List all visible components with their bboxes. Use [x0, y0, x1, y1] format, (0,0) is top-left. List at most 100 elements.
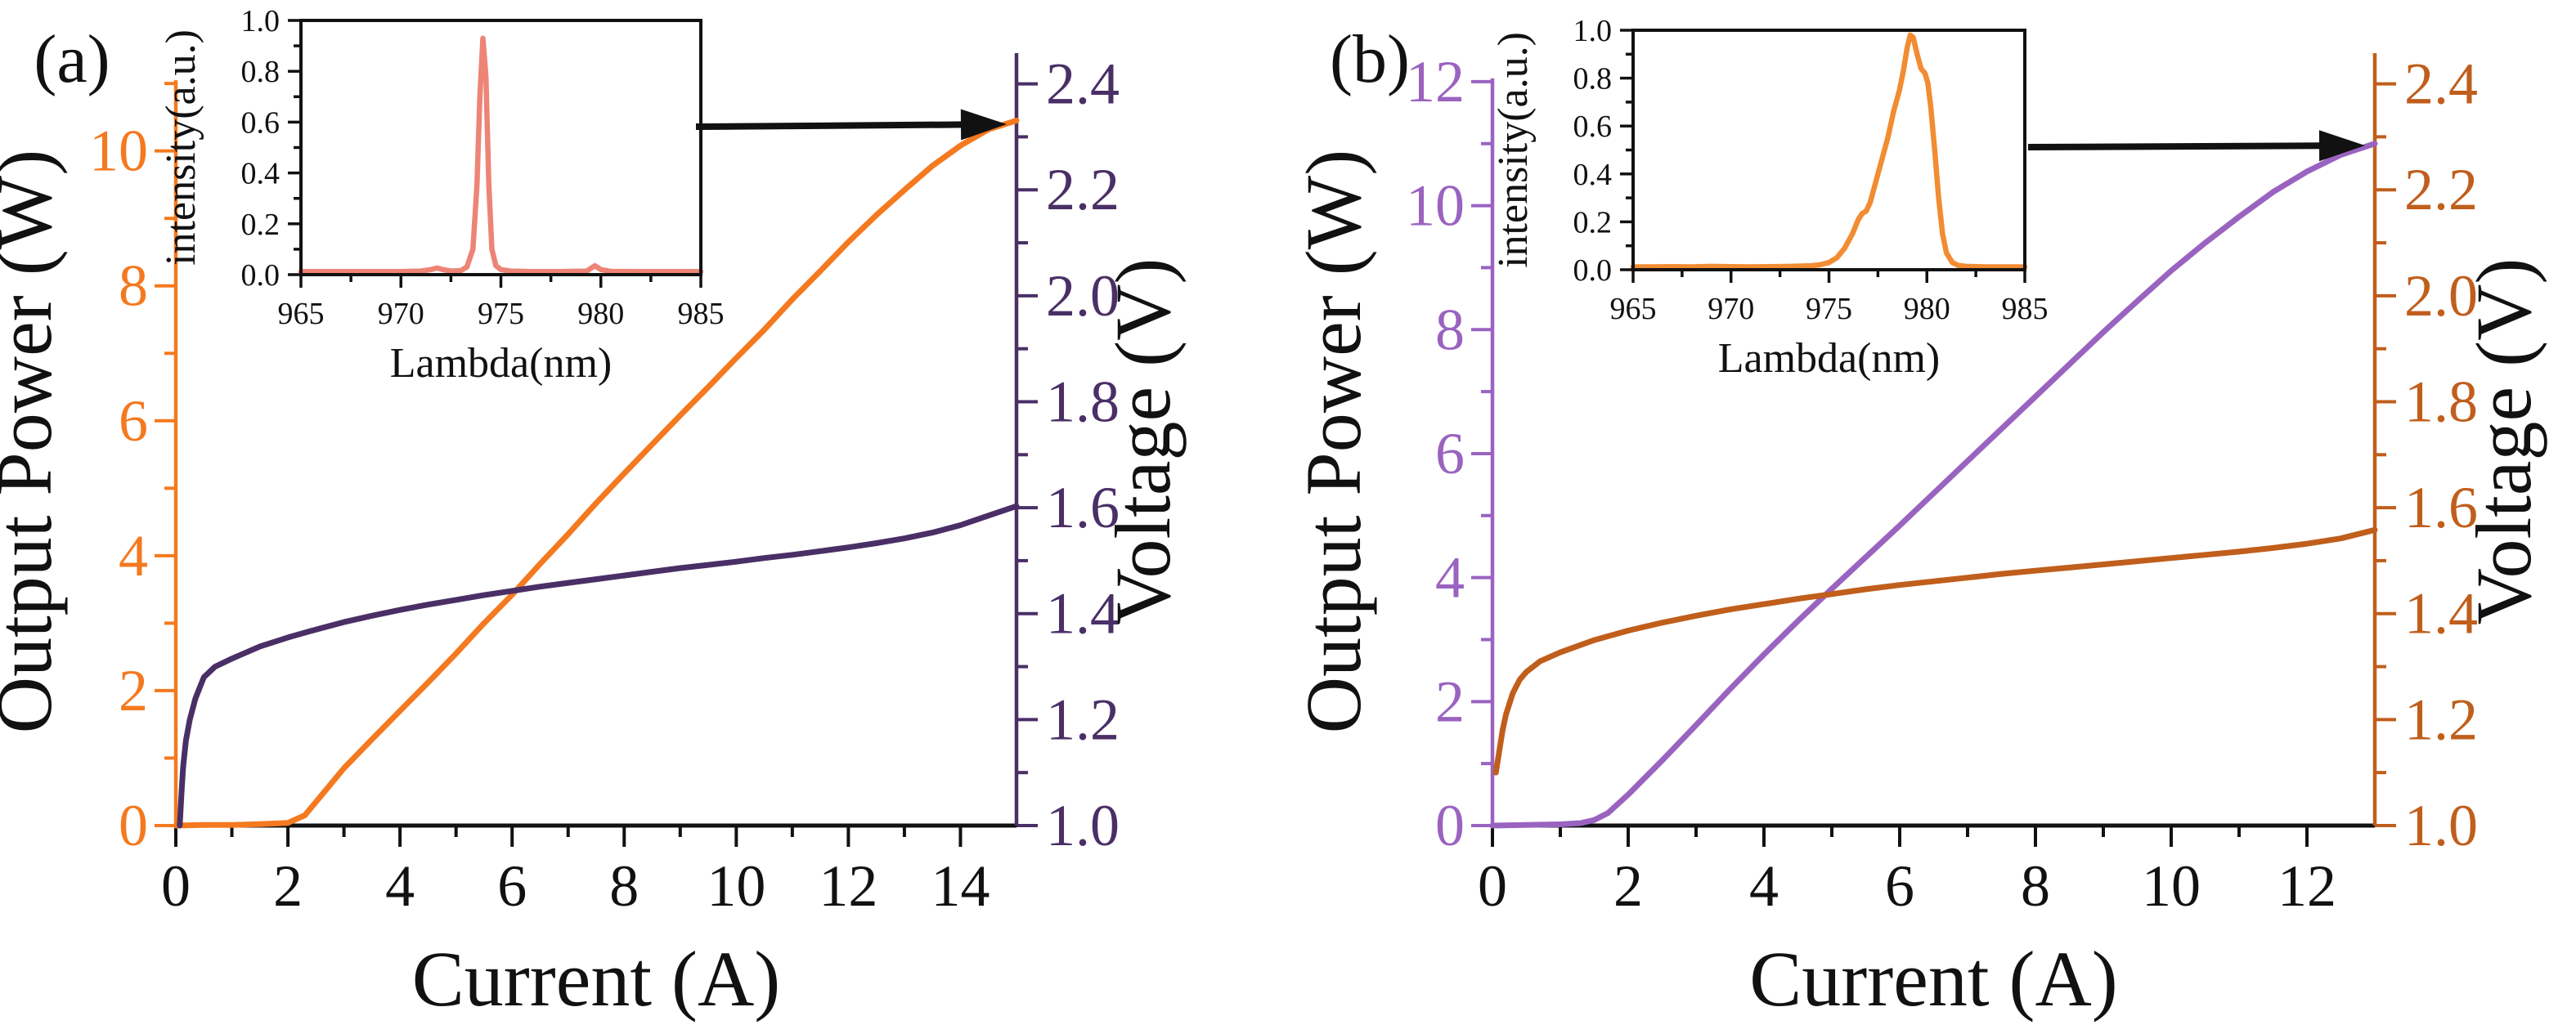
right-tick-label: 1.8 — [2404, 369, 2478, 434]
left-tick-label: 12 — [1406, 49, 1465, 114]
inset-x-tick-label: 965 — [278, 297, 325, 331]
inset-x-tick-label: 975 — [478, 297, 524, 331]
panel-b-chart: 0 2 4 6 8 10 12 0 2 4 6 8 10 12 1.0 1.2 1.4 1.6 1.8 2.0 2.2 2… — [1290, 14, 2547, 1023]
output-power-curve — [173, 118, 1020, 829]
annotation-arrow-head — [2318, 130, 2365, 162]
right-tick-label: 1.6 — [1046, 475, 1120, 540]
inset-x-tick-label: 980 — [1904, 292, 1950, 326]
x-axis-title: Current (A) — [412, 935, 781, 1023]
right-tick-label: 1.0 — [2404, 793, 2478, 858]
inset-x-axis-title: Lambda(nm) — [390, 340, 612, 387]
inset-background — [1633, 30, 2025, 270]
left-tick-label: 10 — [89, 119, 148, 184]
left-tick-label: 4 — [1435, 545, 1465, 611]
inset-y-axis-title: intensity(a.u.) — [158, 29, 204, 266]
inset-y-tick-label: 0.4 — [241, 157, 280, 191]
x-tick-label: 12 — [2278, 853, 2336, 919]
x-tick-label: 10 — [2142, 853, 2201, 919]
right-axis-ticks: 1.0 1.2 1.4 1.6 1.8 2.0 2.2 2.4 — [2375, 51, 2478, 858]
panel-label: (b) — [1330, 21, 1410, 97]
annotation-arrow-head — [960, 109, 1007, 141]
inset-x-tick-label: 970 — [1708, 292, 1754, 326]
annotation-arrow-shaft — [2027, 142, 2325, 150]
inset-x-tick-label: 985 — [678, 297, 725, 331]
right-tick-label: 1.4 — [1046, 581, 1120, 647]
output-power-curve — [1489, 141, 2378, 829]
inset-spectrum-curve — [1630, 32, 2028, 270]
x-tick-label: 14 — [931, 853, 990, 919]
inset-x-tick-label: 965 — [1610, 292, 1657, 326]
right-tick-label: 1.2 — [1046, 687, 1120, 752]
x-tick-label: 8 — [2021, 853, 2050, 919]
right-tick-label: 2.4 — [1046, 51, 1120, 117]
inset-x-tick-label: 980 — [577, 297, 624, 331]
inset-background — [301, 20, 701, 275]
x-tick-label: 2 — [1613, 853, 1643, 919]
x-tick-label: 4 — [1749, 853, 1779, 919]
left-axis-ticks: 0 2 4 6 8 10 — [89, 82, 176, 858]
left-tick-label: 8 — [119, 253, 148, 319]
left-tick-label: 4 — [119, 523, 148, 589]
left-tick-label: 10 — [1406, 173, 1465, 239]
left-tick-label: 2 — [119, 658, 148, 723]
inset-y-tick-label: 1.0 — [241, 4, 280, 38]
right-tick-label: 1.0 — [1046, 793, 1120, 858]
x-axis-ticks: 0 2 4 6 8 10 12 — [1478, 826, 2336, 919]
right-tick-label: 1.6 — [2404, 475, 2478, 540]
x-tick-label: 0 — [1478, 853, 1507, 919]
inset-spectrum: 965 970 975 980 985 0.0 0.2 0.4 0.6 0.8 1.0 Lambda(… — [158, 4, 725, 387]
voltage-curve — [1492, 526, 2378, 776]
left-axis-title: Output Power (W) — [0, 150, 68, 734]
right-tick-label: 2.4 — [2404, 51, 2478, 117]
left-tick-label: 6 — [119, 388, 148, 454]
voltage-curve — [177, 503, 1020, 829]
x-axis-title: Current (A) — [1749, 935, 2118, 1023]
inset-x-tick-label: 985 — [2002, 292, 2049, 326]
x-tick-label: 4 — [385, 853, 415, 919]
inset-y-tick-label: 0.2 — [1573, 205, 1613, 239]
inset-y-tick-label: 0.4 — [1573, 158, 1613, 192]
right-axis-title: Voltage (V) — [1099, 258, 1187, 625]
inset-spectrum-curve — [298, 35, 704, 275]
inset-spectrum: 965 970 975 980 985 0.0 0.2 0.4 0.6 0.8 1.0 Lambda(… — [1490, 14, 2049, 382]
left-tick-label: 6 — [1435, 421, 1465, 486]
inset-y-tick-label: 0.8 — [241, 55, 280, 89]
inset-x-tick-label: 975 — [1806, 292, 1852, 326]
x-tick-label: 6 — [497, 853, 527, 919]
inset-y-tick-label: 0.0 — [1573, 253, 1613, 288]
inset-y-tick-label: 0.8 — [1573, 62, 1613, 96]
inset-y-tick-label: 0.2 — [241, 208, 280, 242]
x-tick-label: 2 — [273, 853, 303, 919]
left-tick-label: 8 — [1435, 297, 1465, 362]
x-tick-label: 6 — [1885, 853, 1914, 919]
inset-x-tick-label: 970 — [378, 297, 424, 331]
annotation-arrow-shaft — [695, 121, 967, 130]
left-tick-label: 2 — [1435, 669, 1465, 734]
left-axis-title: Output Power (W) — [1290, 150, 1377, 734]
inset-y-tick-label: 0.0 — [241, 258, 280, 293]
left-tick-label: 0 — [119, 793, 148, 858]
x-tick-label: 0 — [161, 853, 191, 919]
right-axis-ticks: 1.0 1.2 1.4 1.6 1.8 2.0 2.2 2.4 — [1016, 51, 1120, 858]
panel-a-chart: 0 2 4 6 8 10 12 14 0 2 4 6 8 10 1.0 1.2 1.4 1.6 1.8 2.0 2.2 2… — [0, 4, 1187, 1023]
inset-x-axis-title: Lambda(nm) — [1718, 335, 1940, 382]
inset-y-axis-title: intensity(a.u.) — [1490, 32, 1537, 268]
left-tick-label: 0 — [1435, 793, 1465, 858]
x-axis-ticks: 0 2 4 6 8 10 12 14 — [161, 826, 990, 919]
x-tick-label: 12 — [819, 853, 877, 919]
inset-y-tick-label: 1.0 — [1573, 14, 1613, 48]
panel-label: (a) — [34, 21, 110, 97]
inset-y-tick-label: 0.6 — [1573, 110, 1613, 144]
right-axis-title: Voltage (V) — [2460, 258, 2547, 625]
right-tick-label: 1.2 — [2404, 687, 2478, 752]
x-tick-label: 8 — [609, 853, 639, 919]
right-tick-label: 2.0 — [1046, 263, 1120, 329]
right-tick-label: 2.0 — [2404, 263, 2478, 329]
right-tick-label: 2.2 — [2404, 157, 2478, 222]
inset-y-tick-label: 0.6 — [241, 105, 280, 140]
right-tick-label: 1.8 — [1046, 369, 1120, 434]
right-tick-label: 2.2 — [1046, 157, 1120, 222]
left-axis-ticks: 0 2 4 6 8 10 12 — [1406, 49, 1492, 858]
right-tick-label: 1.4 — [2404, 581, 2478, 647]
